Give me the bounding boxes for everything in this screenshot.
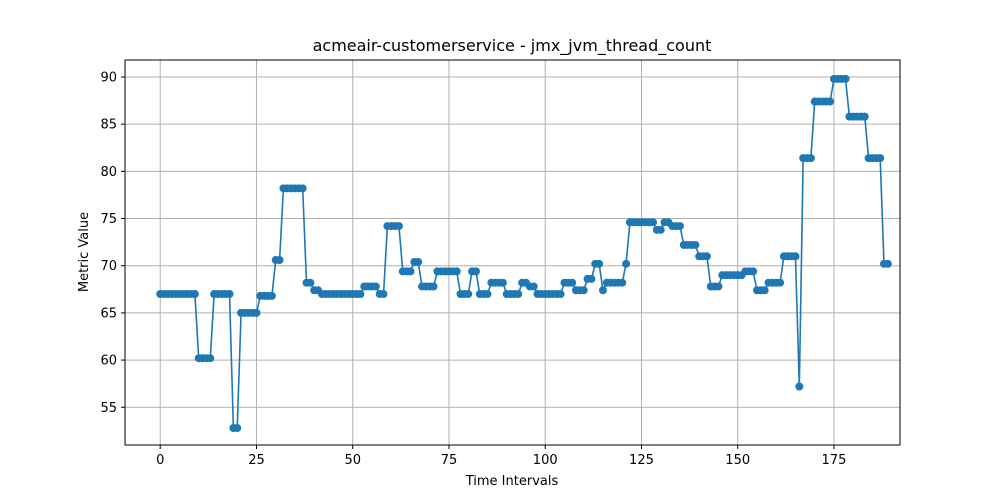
- data-point: [514, 290, 523, 299]
- data-point: [498, 278, 507, 287]
- data-point: [371, 282, 380, 291]
- data-point: [568, 278, 577, 287]
- data-point: [406, 267, 415, 276]
- data-point: [529, 282, 538, 291]
- y-axis-label: Metric Value: [77, 212, 92, 292]
- x-tick-label: 150: [725, 453, 750, 468]
- data-point: [806, 154, 815, 163]
- y-tick-label: 65: [100, 306, 117, 321]
- data-point: [306, 278, 315, 287]
- data-point: [225, 290, 234, 299]
- data-point: [791, 252, 800, 261]
- x-axis: 0 25 50 75 100 125 150 175: [156, 445, 846, 468]
- data-point: [618, 278, 627, 287]
- series-line: [160, 78, 888, 429]
- x-tick-label: 100: [533, 453, 558, 468]
- data-point: [464, 290, 473, 299]
- y-tick-label: 80: [100, 165, 117, 180]
- data-point: [190, 290, 199, 299]
- data-point: [826, 97, 835, 106]
- data-point: [841, 74, 850, 83]
- y-tick-label: 75: [100, 212, 117, 227]
- data-point: [298, 184, 307, 193]
- x-tick-label: 75: [441, 453, 458, 468]
- data-point: [702, 252, 711, 261]
- data-point: [883, 259, 892, 268]
- y-tick-label: 90: [100, 70, 117, 85]
- data-point: [252, 308, 261, 317]
- y-tick-label: 70: [100, 259, 117, 274]
- data-point: [556, 290, 565, 299]
- x-axis-label: Time Intervals: [465, 474, 559, 489]
- data-point: [598, 286, 607, 295]
- data-point: [275, 256, 284, 265]
- data-point: [429, 282, 438, 291]
- data-point: [760, 286, 769, 295]
- x-tick-label: 25: [248, 453, 265, 468]
- x-tick-label: 0: [156, 453, 164, 468]
- data-point: [587, 274, 596, 283]
- data-point: [579, 286, 588, 295]
- plot-frame: [124, 59, 901, 446]
- data-point: [452, 267, 461, 276]
- x-tick-label: 50: [344, 453, 361, 468]
- data-point: [394, 222, 403, 231]
- data-point: [206, 354, 215, 363]
- data-point: [649, 218, 658, 227]
- y-tick-label: 55: [100, 401, 117, 416]
- data-point: [414, 257, 423, 266]
- data-point: [860, 112, 869, 121]
- data-point: [691, 240, 700, 249]
- data-point: [776, 278, 785, 287]
- data-point: [267, 291, 276, 300]
- data-point: [356, 290, 365, 299]
- data-point: [795, 382, 804, 391]
- data-point: [483, 290, 492, 299]
- data-point: [471, 267, 480, 276]
- data-point: [379, 290, 388, 299]
- data-point: [714, 282, 723, 291]
- data-point: [233, 424, 242, 433]
- x-tick-label: 175: [822, 453, 847, 468]
- y-axis: 55 60 65 70 75 80 85 90: [100, 70, 125, 416]
- data-point: [876, 154, 885, 163]
- chart-title: acmeair-customerservice - jmx_jvm_thread…: [313, 36, 712, 56]
- y-tick-label: 85: [100, 118, 117, 133]
- data-point: [622, 259, 631, 268]
- data-point: [656, 225, 665, 234]
- series-layer: [156, 74, 892, 433]
- data-point: [675, 222, 684, 231]
- y-tick-label: 60: [100, 354, 117, 369]
- x-tick-label: 125: [629, 453, 654, 468]
- data-point: [595, 259, 604, 268]
- data-point: [749, 267, 758, 276]
